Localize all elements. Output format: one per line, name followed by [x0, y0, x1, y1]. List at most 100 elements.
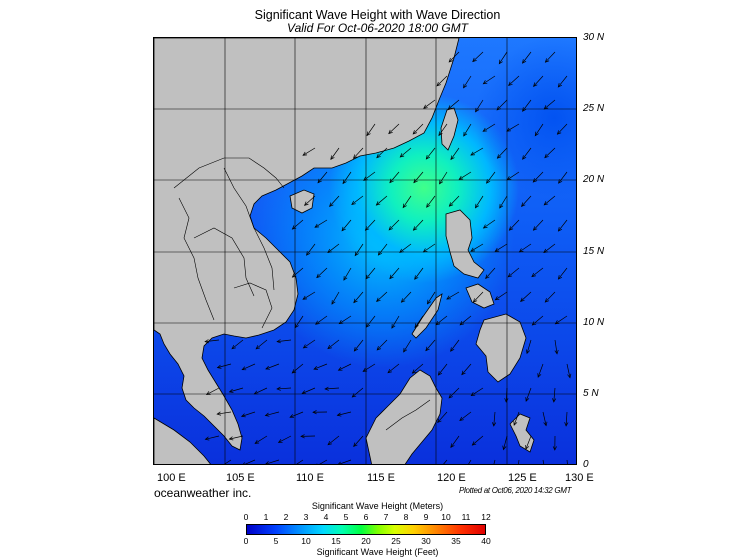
- wave-arrow: [291, 363, 304, 374]
- wave-arrow-head: [552, 446, 557, 451]
- wave-arrow: [507, 171, 520, 181]
- wave-arrow-head: [543, 248, 548, 254]
- wave-arrow-head: [228, 388, 234, 393]
- wave-arrow-head: [426, 203, 431, 208]
- wave-arrow: [317, 171, 328, 183]
- wave-arrow: [224, 459, 232, 464]
- wave-arrow: [339, 315, 352, 324]
- colorbar-feet-tick: 0: [243, 536, 249, 546]
- wave-arrow: [450, 339, 460, 352]
- wave-arrow-head: [312, 410, 317, 415]
- wave-arrow-head: [504, 398, 509, 403]
- wave-arrow: [388, 123, 400, 134]
- wave-arrow-head: [461, 370, 466, 376]
- wave-arrow: [315, 315, 328, 325]
- wave-arrow: [443, 459, 448, 464]
- wave-arrow-head: [389, 274, 394, 280]
- wave-arrow: [391, 315, 400, 329]
- colorbar-meters-tick: 11: [461, 512, 471, 522]
- wave-arrow-head: [526, 349, 530, 355]
- wave-arrow: [495, 291, 508, 301]
- wave-arrow-head: [353, 442, 358, 448]
- wave-arrow: [306, 243, 316, 256]
- wave-arrow-head: [544, 298, 550, 303]
- wave-arrow-head: [544, 58, 550, 63]
- wave-arrow: [507, 267, 520, 278]
- wave-arrow-head: [364, 226, 370, 231]
- wave-arrow: [463, 75, 472, 89]
- wave-arrow-head: [520, 297, 525, 302]
- lat-label-10n: 10 N: [583, 317, 605, 328]
- wave-arrow: [366, 315, 376, 328]
- palawan-island: [411, 293, 443, 339]
- wave-arrow: [558, 219, 568, 232]
- wave-arrow-head: [375, 201, 381, 206]
- wave-arrow: [544, 147, 556, 158]
- wave-arrow-head: [482, 224, 488, 229]
- wave-arrow-head: [264, 412, 270, 417]
- wave-arrow: [342, 171, 352, 184]
- wave-arrow: [475, 99, 484, 113]
- lat-label-25n: 25 N: [583, 103, 605, 114]
- wave-arrow: [525, 387, 532, 402]
- wave-arrow: [217, 411, 232, 415]
- wave-arrow-head: [302, 151, 308, 156]
- wave-arrow: [558, 267, 568, 280]
- wave-arrow: [436, 75, 448, 87]
- wave-arrow-head: [317, 178, 322, 184]
- wave-arrow-head: [315, 320, 320, 325]
- wave-arrow: [448, 99, 460, 110]
- wave-arrow: [506, 123, 520, 132]
- wave-arrow: [496, 99, 508, 111]
- wave-arrow-head: [400, 298, 406, 303]
- wave-arrow: [448, 387, 460, 399]
- wave-arrow: [289, 411, 304, 418]
- wave-arrow-head: [343, 276, 348, 281]
- wave-arrow: [376, 195, 388, 206]
- wave-arrow: [403, 339, 412, 353]
- wave-arrow-head: [425, 154, 431, 160]
- wave-arrow-head: [543, 105, 549, 110]
- wave-arrow: [425, 339, 436, 351]
- wave-arrow: [413, 219, 424, 231]
- wave-arrow-head: [351, 200, 356, 205]
- colorbar-meters-tick: 6: [363, 512, 369, 522]
- border-thailand-laos: [193, 227, 255, 297]
- wave-arrow-head: [240, 413, 246, 418]
- wave-arrow-head: [291, 369, 297, 374]
- wave-arrow-head: [231, 344, 237, 350]
- wave-arrow: [413, 171, 424, 183]
- wave-arrow: [461, 363, 472, 375]
- wave-arrow: [363, 171, 376, 181]
- chart-subtitle: Valid For Oct-06-2020 18:00 GMT: [287, 21, 468, 35]
- wave-arrow: [544, 99, 556, 110]
- wave-arrow-head: [435, 321, 441, 326]
- wave-arrow: [389, 171, 400, 183]
- wave-arrow-head: [254, 439, 260, 444]
- wave-arrow-head: [388, 129, 393, 135]
- wave-arrow-head: [331, 300, 336, 305]
- wave-arrow-head: [544, 153, 549, 159]
- wave-arrow-head: [494, 296, 500, 301]
- colorbar-meters-title: Significant Wave Height (Meters): [311, 501, 444, 511]
- wave-arrow-head: [463, 131, 468, 137]
- wave-arrow: [292, 219, 304, 230]
- wave-arrow-head: [508, 226, 514, 231]
- colorbar-meters-tick: 10: [441, 512, 451, 522]
- wave-arrow-head: [485, 274, 490, 280]
- wave-arrow-head: [470, 247, 476, 252]
- lon-label-125e: 125 E: [508, 472, 537, 484]
- wave-arrow-head: [482, 127, 488, 132]
- wave-arrow: [475, 195, 484, 208]
- wave-arrow-head: [354, 251, 359, 257]
- wave-arrow-head: [564, 422, 569, 427]
- wave-arrow-head: [306, 251, 311, 256]
- colorbar-meters-tick: 4: [323, 512, 329, 522]
- colorbar-meters-tick: 1: [263, 512, 269, 522]
- wave-arrow: [304, 195, 316, 206]
- wave-arrow: [331, 291, 340, 305]
- wave-arrow-head: [543, 421, 548, 427]
- wave-arrow: [473, 291, 484, 303]
- wave-arrow: [545, 291, 556, 303]
- wave-arrow: [533, 219, 544, 231]
